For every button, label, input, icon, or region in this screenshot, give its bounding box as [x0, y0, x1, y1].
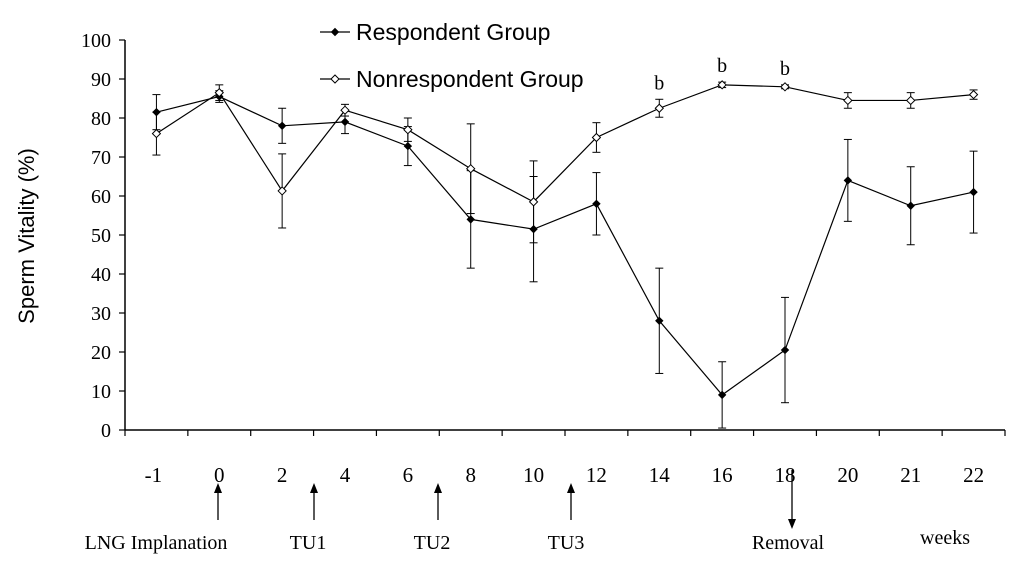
event-arrow-up-icon	[567, 483, 575, 493]
data-point	[340, 105, 350, 115]
y-tick-label: 40	[91, 264, 111, 286]
data-point	[277, 186, 287, 196]
y-tick-label: 100	[81, 30, 111, 52]
y-tick-label: 90	[91, 69, 111, 91]
axes: 0 10 20 30 40 50 60 70 80 90 100 -1 0 2 4 6 8 10 12 14 16 18 2…	[81, 30, 1006, 487]
data-point	[717, 80, 727, 90]
event-arrow-up-icon	[310, 483, 318, 493]
series-line	[156, 95, 974, 396]
legend: Respondent Group Nonrespondent Group	[320, 19, 584, 92]
data-point	[466, 215, 475, 224]
data-point	[654, 103, 664, 113]
event-label: TU3	[548, 532, 585, 554]
data-point	[528, 197, 539, 207]
series-layer	[151, 80, 979, 429]
data-point	[466, 163, 476, 174]
significance-label: b	[717, 55, 727, 77]
y-tick-label: 70	[91, 147, 111, 169]
y-tick-label: 80	[91, 108, 111, 130]
data-point	[968, 89, 979, 100]
x-tick-label: -1	[145, 463, 163, 487]
x-tick-label: 2	[277, 463, 288, 487]
y-tick-label: 60	[91, 186, 111, 208]
x-tick-label: 0	[214, 463, 225, 487]
data-point	[843, 176, 853, 185]
x-tick-label: 18	[775, 463, 796, 487]
data-point	[717, 390, 727, 400]
significance-label: b	[780, 58, 790, 80]
y-tick-label: 30	[91, 303, 111, 325]
y-tick-label: 20	[91, 342, 111, 364]
data-point	[906, 95, 916, 106]
x-tick-label: 22	[963, 463, 984, 487]
data-point	[655, 316, 664, 326]
event-label: Removal	[752, 532, 825, 554]
data-point	[969, 187, 978, 197]
y-axis-label: Sperm Vitality (%)	[14, 148, 39, 324]
data-point	[780, 82, 790, 92]
event-label: TU1	[290, 532, 327, 554]
series-respondent	[152, 90, 978, 429]
legend-label: Respondent Group	[356, 19, 550, 45]
x-unit-label: weeks	[920, 527, 970, 549]
data-point	[843, 95, 853, 106]
event-arrow-down-icon	[788, 519, 796, 529]
event-label: LNG Implanation	[85, 532, 228, 554]
event-arrow-up-icon	[214, 483, 222, 493]
data-point	[340, 117, 350, 127]
x-tick-label: 14	[649, 463, 671, 487]
y-tick-label: 0	[101, 420, 111, 442]
x-tick-label: 4	[340, 463, 351, 487]
series-nonrespondent	[151, 80, 979, 244]
data-point	[906, 201, 915, 210]
x-tick-label: 20	[837, 463, 858, 487]
event-label: TU2	[414, 532, 451, 554]
event-arrow-up-icon	[434, 483, 442, 493]
data-point	[403, 124, 413, 135]
legend-marker	[330, 27, 340, 37]
data-point	[403, 141, 413, 151]
significance-label: b	[654, 72, 664, 94]
x-tick-label: 8	[465, 463, 476, 487]
data-point	[780, 345, 790, 355]
series-line	[156, 84, 974, 203]
data-point	[277, 121, 287, 131]
data-point	[591, 132, 602, 143]
x-tick-label: 12	[586, 463, 607, 487]
annotations: b b b LNG Implanation TU1 TU2 TU3 Removal	[85, 55, 825, 554]
x-tick-label: 6	[403, 463, 414, 487]
data-point	[151, 128, 162, 139]
y-tick-label: 50	[91, 225, 111, 247]
legend-label: Nonrespondent Group	[356, 66, 584, 92]
legend-marker	[330, 74, 340, 84]
y-tick-label: 10	[91, 381, 111, 403]
x-tick-label: 10	[523, 463, 544, 487]
x-tick-label: 16	[712, 463, 733, 487]
data-point	[214, 87, 224, 98]
data-point	[592, 199, 601, 209]
x-tick-label: 21	[900, 463, 921, 487]
